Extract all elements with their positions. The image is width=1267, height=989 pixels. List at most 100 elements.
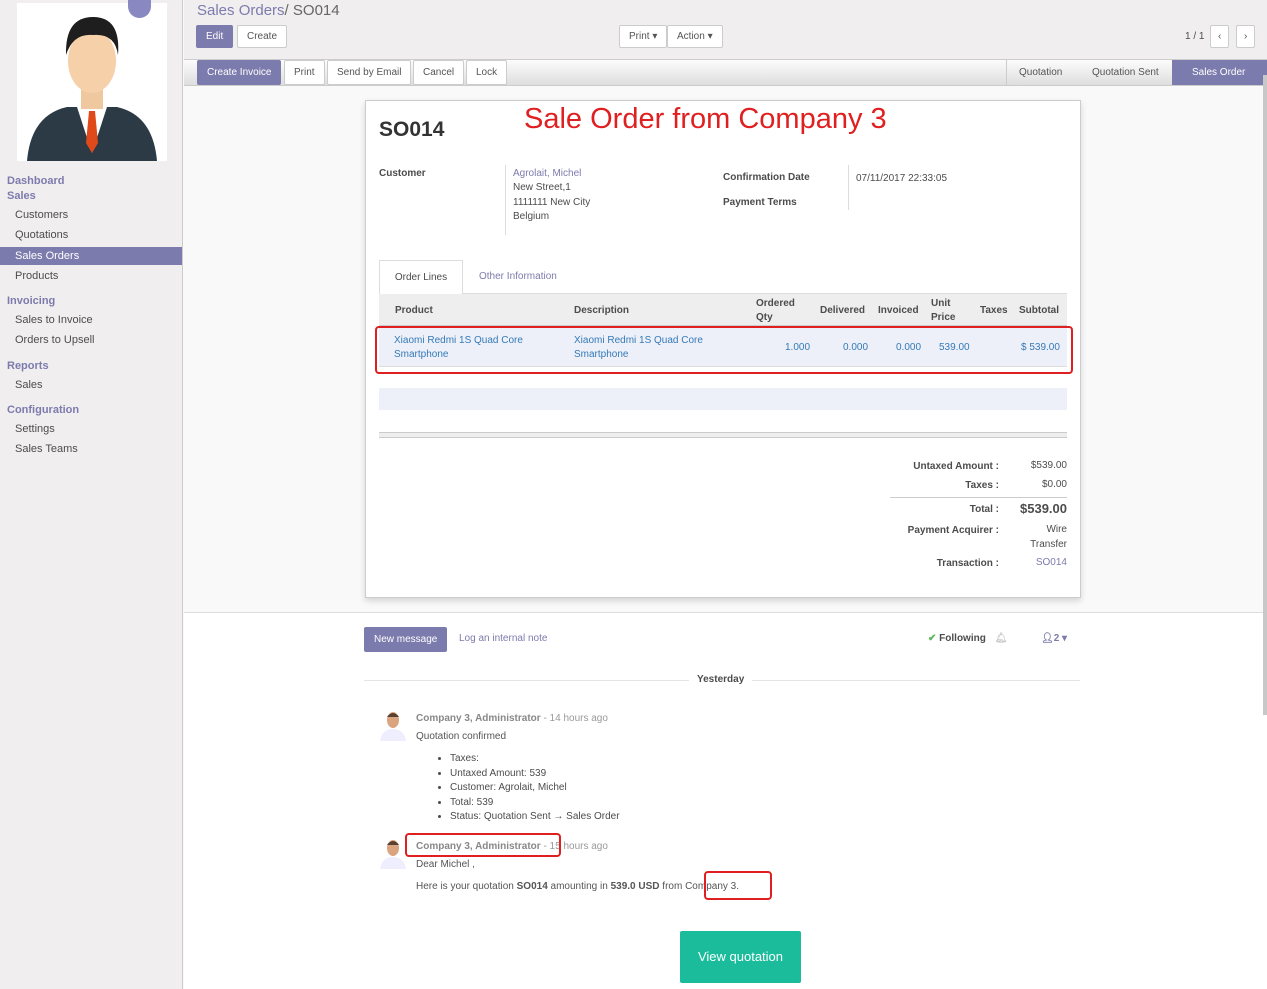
breadcrumb-parent[interactable]: Sales Orders (197, 2, 285, 19)
message-author[interactable]: Company 3, Administrator (416, 841, 541, 852)
menu-dashboard[interactable]: Dashboard (7, 175, 65, 187)
table-header (379, 294, 1067, 326)
sidebar-item-sales-teams[interactable]: Sales Teams (15, 443, 78, 455)
action-label: Action (677, 31, 705, 42)
author-avatar[interactable] (378, 837, 408, 869)
following-label: Following (939, 633, 986, 644)
print-button[interactable]: Print (284, 60, 325, 85)
tab-order-lines[interactable]: Order Lines (379, 260, 463, 294)
col-ordered-qty[interactable]: Ordered Qty (756, 298, 795, 323)
message-time: - 15 hours ago (543, 841, 608, 852)
table-footer (379, 432, 1067, 438)
body-text: amounting in (547, 881, 611, 892)
message-author[interactable]: Company 3, Administrator (416, 713, 541, 724)
acquirer-label: Payment Acquirer : (907, 525, 999, 536)
breadcrumb-separator: / (284, 2, 289, 19)
col-subtotal[interactable]: Subtotal (1019, 305, 1059, 316)
following-button[interactable]: ✔ Following 🔔︎ (928, 633, 1007, 644)
customer-label: Customer (379, 168, 426, 179)
cancel-button[interactable]: Cancel (413, 60, 465, 85)
new-message-button[interactable]: New message (364, 627, 448, 652)
untaxed-value: $539.00 (1030, 460, 1067, 471)
menu-reports-header: Reports (7, 360, 49, 372)
body-company: Company 3. (685, 881, 739, 892)
untaxed-label: Untaxed Amount : (913, 461, 999, 472)
pager-previous-button[interactable]: ‹ (1210, 25, 1230, 48)
sidebar-item-settings[interactable]: Settings (15, 423, 55, 435)
sidebar-item-quotations[interactable]: Quotations (15, 229, 69, 241)
tab-other-information[interactable]: Other Information (479, 271, 557, 282)
line-delivered: 0.000 (843, 342, 869, 353)
log-note-link[interactable]: Log an internal note (459, 633, 548, 644)
annotation-highlight-company (704, 871, 772, 900)
message-body: Here is your quotation SO014 amounting i… (416, 881, 739, 892)
sidebar-item-products[interactable]: Products (15, 270, 59, 282)
lock-button[interactable]: Lock (466, 60, 508, 85)
chevron-left-icon: ‹ (1218, 31, 1222, 42)
change-item: Untaxed Amount: 539 (450, 767, 620, 782)
table-row[interactable] (379, 327, 1067, 367)
body-text: from (659, 881, 686, 892)
followers-button[interactable]: 👤︎2 ▾ (1041, 633, 1068, 644)
scrollbar[interactable] (1263, 75, 1267, 715)
send-by-email-button[interactable]: Send by Email (327, 60, 412, 85)
customer-city: 1111111 New City (513, 197, 591, 208)
line-product[interactable]: Xiaomi Redmi 1S Quad Core Smartphone (394, 335, 523, 360)
chevron-right-icon: › (1244, 31, 1248, 42)
total-label: Total : (969, 504, 999, 515)
sidebar-item-orders-to-upsell[interactable]: Orders to Upsell (15, 334, 95, 346)
author-avatar[interactable] (378, 709, 408, 741)
pager-next-button[interactable]: › (1236, 25, 1256, 48)
bell-icon[interactable]: 🔔︎ (994, 633, 1008, 644)
col-unit-price[interactable]: Unit Price (931, 298, 956, 323)
create-invoice-button[interactable]: Create Invoice (197, 60, 282, 85)
tracking-changes: Taxes: Untaxed Amount: 539 Customer: Agr… (450, 752, 620, 825)
line-subtotal: $ 539.00 (1021, 342, 1060, 353)
user-icon: 👤︎ (1041, 633, 1054, 644)
taxes-label: Taxes : (965, 480, 999, 491)
annotation-highlight-line (375, 326, 1073, 374)
chatter: New message Log an internal note ✔ Follo… (184, 612, 1267, 989)
create-button[interactable]: Create (237, 25, 288, 48)
change-item: Status: Quotation Sent → Sales Order (450, 810, 620, 825)
col-product[interactable]: Product (395, 305, 433, 316)
stage-sales-order: Sales Order (1172, 60, 1267, 85)
change-item: Total: 539 (450, 796, 620, 811)
edit-button[interactable]: Edit (196, 25, 234, 48)
message-body: Quotation confirmed (416, 731, 507, 742)
sidebar-item-sales-to-invoice[interactable]: Sales to Invoice (15, 314, 93, 326)
sidebar: Dashboard Sales Customers Quotations Sal… (0, 0, 183, 989)
sidebar-item-sales-orders[interactable]: Sales Orders (0, 247, 182, 265)
line-qty: 1.000 (785, 342, 811, 353)
print-label: Print (629, 31, 650, 42)
customer-name-link[interactable]: Agrolait, Michel (513, 168, 582, 179)
body-amount: 539.0 USD (610, 881, 660, 892)
sidebar-item-reports-sales[interactable]: Sales (15, 379, 43, 391)
taxes-value: $0.00 (1041, 479, 1067, 490)
transaction-link[interactable]: SO014 (1035, 557, 1067, 568)
message-time: - 14 hours ago (543, 713, 608, 724)
body-text: Here is your quotation (416, 881, 517, 892)
col-invoiced[interactable]: Invoiced (878, 305, 919, 316)
print-dropdown[interactable]: Print ▾ (619, 25, 668, 48)
date-separator: Yesterday (689, 674, 753, 685)
stage-quotation[interactable]: Quotation (1006, 60, 1074, 85)
statusbar: Create Invoice Print Send by Email Cance… (184, 60, 1267, 86)
col-description[interactable]: Description (574, 305, 630, 316)
sidebar-item-customers[interactable]: Customers (15, 209, 69, 221)
line-description[interactable]: Xiaomi Redmi 1S Quad Core Smartphone (574, 335, 703, 360)
col-delivered[interactable]: Delivered (820, 305, 866, 316)
breadcrumb-current: SO014 (292, 2, 340, 19)
line-invoiced: 0.000 (896, 342, 922, 353)
payment-terms-label: Payment Terms (723, 197, 797, 208)
menu-sales-header: Sales (7, 190, 36, 202)
view-quotation-button[interactable]: View quotation (680, 931, 801, 983)
change-item: Taxes: (450, 752, 620, 767)
action-dropdown[interactable]: Action ▾ (667, 25, 723, 48)
col-taxes[interactable]: Taxes (980, 305, 1008, 316)
annotation-title: Sale Order from Company 3 (524, 103, 887, 135)
confirmation-date-label: Confirmation Date (723, 172, 810, 183)
user-avatar[interactable] (17, 3, 167, 161)
pager-value: 1 / 1 (1185, 31, 1205, 42)
stage-quotation-sent[interactable]: Quotation Sent (1092, 67, 1159, 78)
